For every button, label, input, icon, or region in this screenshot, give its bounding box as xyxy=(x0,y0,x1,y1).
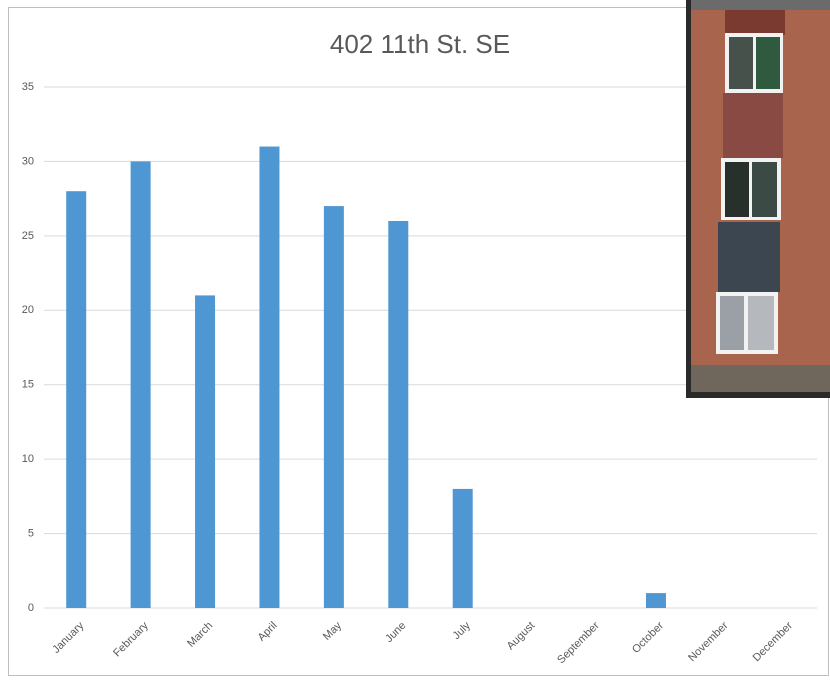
bar xyxy=(259,146,280,609)
photo-panel xyxy=(725,10,785,35)
photo-glass xyxy=(725,162,749,217)
y-tick-label: 35 xyxy=(22,81,34,93)
photo-ground xyxy=(691,365,830,392)
chart-title: 402 11th St. SE xyxy=(330,29,510,59)
bar xyxy=(645,593,666,608)
bar xyxy=(323,206,344,609)
y-tick-label: 25 xyxy=(22,230,34,242)
y-tick-label: 20 xyxy=(22,304,34,316)
y-tick-label: 5 xyxy=(28,527,34,539)
building-photo xyxy=(686,0,830,398)
y-tick-label: 0 xyxy=(28,602,34,614)
bar xyxy=(130,161,151,608)
y-tick-label: 10 xyxy=(22,453,34,465)
bar xyxy=(388,220,409,608)
y-tick-label: 15 xyxy=(22,379,34,391)
photo-glass xyxy=(729,37,753,89)
photo-panel xyxy=(723,93,783,158)
photo-panel xyxy=(718,222,780,292)
photo-glass xyxy=(720,296,744,350)
photo-roof xyxy=(691,0,830,10)
bar xyxy=(66,191,87,608)
photo-glass xyxy=(752,162,777,217)
photo-glass xyxy=(748,296,774,350)
y-tick-label: 30 xyxy=(22,155,34,167)
photo-glass xyxy=(756,37,780,89)
bar xyxy=(195,295,216,608)
bar xyxy=(452,488,473,608)
